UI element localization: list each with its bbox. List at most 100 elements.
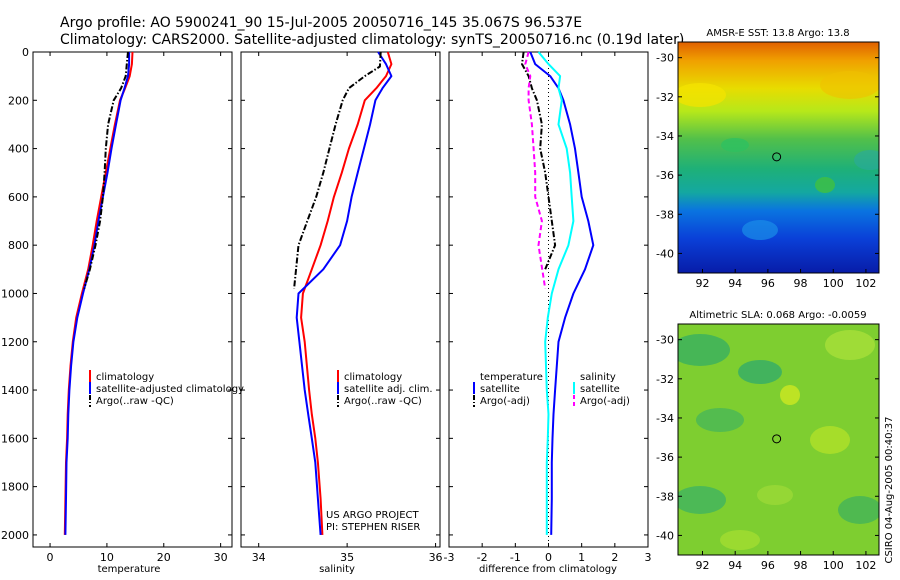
difference-legend-temperature: temperature satellite Argo(-adj) xyxy=(473,372,543,407)
y-tick-label: -38 xyxy=(656,490,674,503)
y-tick-label: -30 xyxy=(656,334,674,347)
figure-title-line1: Argo profile: AO 5900241_90 15-Jul-2005 … xyxy=(60,15,582,31)
y-tick-label: 600 xyxy=(8,191,29,204)
y-tick-label: 2000 xyxy=(1,529,29,542)
salinity-axes-box xyxy=(240,51,441,548)
x-tick-label: 0 xyxy=(47,551,54,564)
legend-label-temp-argo: Argo(-adj) xyxy=(480,396,530,407)
x-tick-label: 98 xyxy=(794,277,808,290)
x-tick-label: 100 xyxy=(823,559,844,572)
sla-high-patch xyxy=(780,385,800,405)
y-tick-label: 400 xyxy=(8,143,29,156)
salinity-series-2 xyxy=(293,51,382,289)
legend-label-sal-satellite: satellite xyxy=(580,384,620,395)
legend-heading-temperature: temperature xyxy=(480,372,543,383)
salinity-series-1 xyxy=(295,51,393,535)
temperature-series-1 xyxy=(64,52,131,535)
temperature-series-0 xyxy=(63,51,134,535)
legend-label-satellite: satellite adj. clim. xyxy=(344,384,433,395)
difference-series-2 xyxy=(537,51,575,535)
x-tick-label: 34 xyxy=(252,551,266,564)
x-tick-label: 102 xyxy=(855,277,876,290)
difference-series-1 xyxy=(521,51,557,270)
sla-low-patch xyxy=(838,496,879,524)
y-tick-label: 1200 xyxy=(1,336,29,349)
sst-map-title: AMSR-E SST: 13.8 Argo: 13.8 xyxy=(706,28,849,39)
legend-label-climatology: climatology xyxy=(344,372,402,383)
x-tick-label: 92 xyxy=(696,559,710,572)
x-tick-label: 96 xyxy=(761,277,775,290)
difference-xlabel: difference from climatology xyxy=(479,564,617,575)
sla-map-title: Altimetric SLA: 0.068 Argo: -0.0059 xyxy=(689,310,866,321)
sla-high-patch xyxy=(810,426,850,454)
float-position-marker xyxy=(772,434,782,444)
x-tick-label: 94 xyxy=(728,277,742,290)
sla-low-patch xyxy=(678,486,726,514)
temperature-legend: climatology satellite-adjusted climatolo… xyxy=(89,370,244,407)
temperature-series-2 xyxy=(83,51,129,289)
x-tick-label: -1 xyxy=(510,551,521,564)
sst-green-patch xyxy=(721,138,749,152)
legend-label-temp-satellite: satellite xyxy=(480,384,520,395)
sst-heatmap xyxy=(678,42,879,273)
y-tick-label: 200 xyxy=(8,94,29,107)
y-tick-label: -34 xyxy=(656,130,674,143)
x-tick-label: 3 xyxy=(645,551,652,564)
sla-high-patch xyxy=(720,530,760,550)
x-tick-label: 35 xyxy=(340,551,354,564)
figure-title-line2: Climatology: CARS2000. Satellite-adjuste… xyxy=(60,32,684,48)
sst-teal-patch xyxy=(854,150,879,170)
sla-heatmap xyxy=(678,324,879,555)
x-tick-label: 36 xyxy=(429,551,443,564)
y-tick-label: 1600 xyxy=(1,432,29,445)
side-timestamp: CSIRO 04-Aug-2005 00:40:37 xyxy=(884,416,895,563)
x-tick-label: 30 xyxy=(214,551,228,564)
difference-legend-salinity: salinity satellite Argo(-adj) xyxy=(573,372,630,407)
y-tick-label: 1000 xyxy=(1,287,29,300)
y-tick-label: -34 xyxy=(656,412,674,425)
x-tick-label: 96 xyxy=(761,559,775,572)
legend-heading-salinity: salinity xyxy=(580,372,616,383)
x-tick-label: 98 xyxy=(794,559,808,572)
sla-map-frame xyxy=(677,323,880,556)
temperature-axes-box xyxy=(32,51,233,548)
y-tick-label: -32 xyxy=(656,91,674,104)
sst-green-patch xyxy=(815,177,835,193)
x-tick-label: 94 xyxy=(728,559,742,572)
y-tick-label: -38 xyxy=(656,208,674,221)
salinity-profile-panel: 34 35 36 salinity climatology satellite ad… xyxy=(240,51,443,575)
sst-blue-patch xyxy=(742,220,778,240)
sst-map-frame xyxy=(677,41,880,274)
y-tick-label: -40 xyxy=(656,247,674,260)
pi-credit: PI: STEPHEN RISER xyxy=(326,522,420,533)
y-tick-label: 0 xyxy=(22,46,29,59)
x-tick-label: -2 xyxy=(477,551,488,564)
sst-warm-patch xyxy=(820,71,879,99)
sla-high-patch xyxy=(757,485,793,505)
legend-label-climatology: climatology xyxy=(96,372,154,383)
x-tick-label: 0 xyxy=(545,551,552,564)
temperature-profile-panel: 0 200 400 600 800 1000 1200 1400 1600 1800 2000 0 10… xyxy=(1,46,244,575)
x-tick-label: -3 xyxy=(444,551,455,564)
y-tick-label: 1800 xyxy=(1,481,29,494)
x-tick-label: 100 xyxy=(823,277,844,290)
x-tick-label: 20 xyxy=(157,551,171,564)
salinity-legend: climatology satellite adj. clim. Argo(..… xyxy=(337,370,433,407)
x-tick-label: 102 xyxy=(855,559,876,572)
difference-series-0 xyxy=(529,51,595,535)
difference-profile-panel: -3 -2 -1 0 1 2 3 difference from climatology t… xyxy=(444,51,652,575)
y-tick-label: -32 xyxy=(656,373,674,386)
x-tick-label: 10 xyxy=(100,551,114,564)
sla-map-panel: Altimetric SLA: 0.068 Argo: -0.0059 92 94… xyxy=(656,310,880,572)
legend-label-satellite: satellite-adjusted climatology xyxy=(96,384,244,395)
sla-low-patch xyxy=(738,360,782,384)
y-tick-label: -36 xyxy=(656,451,674,464)
legend-label-argo: Argo(..raw -QC) xyxy=(344,396,422,407)
salinity-series-0 xyxy=(300,51,393,535)
y-tick-label: -30 xyxy=(656,52,674,65)
y-tick-label: 800 xyxy=(8,239,29,252)
difference-series-3 xyxy=(524,51,547,289)
salinity-xlabel: salinity xyxy=(319,564,355,575)
sla-low-patch xyxy=(678,334,730,366)
sst-warm-patch xyxy=(678,83,726,107)
